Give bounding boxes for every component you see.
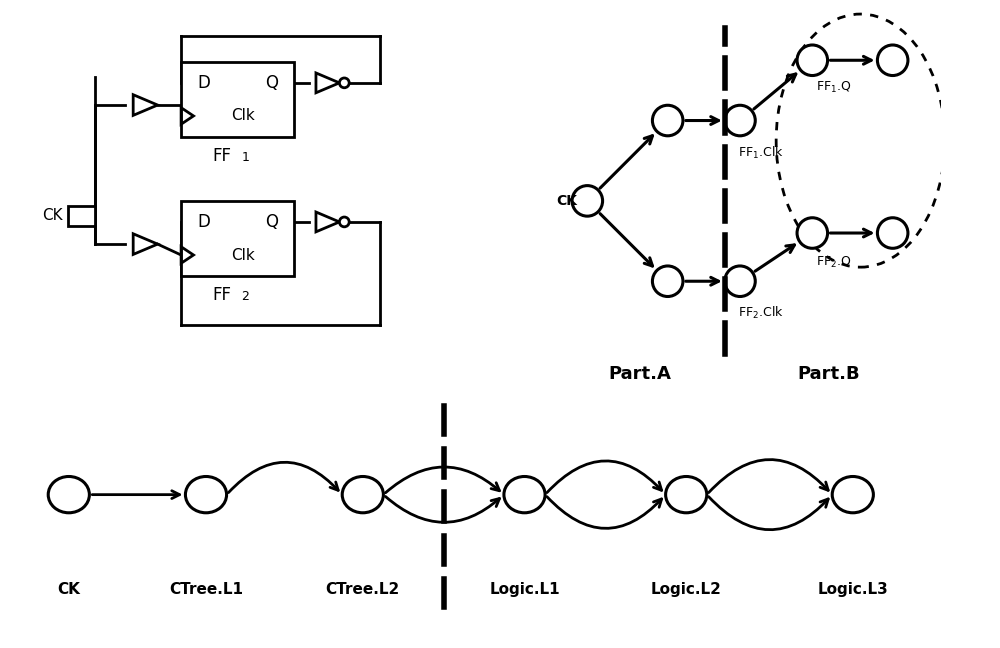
Circle shape xyxy=(339,217,349,227)
Circle shape xyxy=(797,45,828,76)
Bar xyxy=(181,62,294,137)
Text: D: D xyxy=(197,74,210,92)
Text: CTree.L1: CTree.L1 xyxy=(169,582,243,597)
Text: FF$_2$.Q: FF$_2$.Q xyxy=(816,255,852,270)
Text: Part.B: Part.B xyxy=(797,365,860,382)
Text: Clk: Clk xyxy=(231,248,255,262)
Text: CK: CK xyxy=(42,209,63,224)
FancyArrowPatch shape xyxy=(709,459,828,492)
Circle shape xyxy=(652,266,683,297)
FancyArrowPatch shape xyxy=(228,462,338,492)
Text: 2: 2 xyxy=(241,290,249,303)
Text: FF: FF xyxy=(213,286,232,304)
Text: CK: CK xyxy=(57,582,80,597)
FancyArrowPatch shape xyxy=(709,496,828,529)
Bar xyxy=(68,205,95,226)
Text: FF$_1$.Q: FF$_1$.Q xyxy=(816,80,852,95)
Bar xyxy=(181,201,294,276)
Circle shape xyxy=(185,476,227,513)
FancyArrowPatch shape xyxy=(547,496,662,528)
Circle shape xyxy=(652,105,683,136)
Circle shape xyxy=(342,476,383,513)
Text: Clk: Clk xyxy=(231,108,255,123)
Text: CK: CK xyxy=(557,194,578,208)
Circle shape xyxy=(339,78,349,87)
FancyArrowPatch shape xyxy=(547,461,662,492)
Text: FF$_2$.Clk: FF$_2$.Clk xyxy=(738,305,784,321)
Text: Logic.L2: Logic.L2 xyxy=(651,582,722,597)
Text: FF: FF xyxy=(213,147,232,165)
Circle shape xyxy=(48,476,89,513)
FancyArrowPatch shape xyxy=(385,496,499,522)
Circle shape xyxy=(572,185,603,216)
Text: D: D xyxy=(197,213,210,231)
Circle shape xyxy=(504,476,545,513)
Text: 1: 1 xyxy=(241,151,249,164)
Text: Q: Q xyxy=(265,213,278,231)
Circle shape xyxy=(832,476,873,513)
Text: Q: Q xyxy=(265,74,278,92)
FancyArrowPatch shape xyxy=(385,467,499,492)
Circle shape xyxy=(725,266,755,297)
Text: Part.A: Part.A xyxy=(608,365,671,382)
Circle shape xyxy=(725,105,755,136)
Text: CTree.L2: CTree.L2 xyxy=(326,582,400,597)
Text: Logic.L3: Logic.L3 xyxy=(817,582,888,597)
Circle shape xyxy=(797,218,828,248)
Text: Logic.L1: Logic.L1 xyxy=(489,582,560,597)
Circle shape xyxy=(877,218,908,248)
Text: FF$_1$.Clk: FF$_1$.Clk xyxy=(738,145,784,161)
Circle shape xyxy=(877,45,908,76)
Circle shape xyxy=(666,476,707,513)
